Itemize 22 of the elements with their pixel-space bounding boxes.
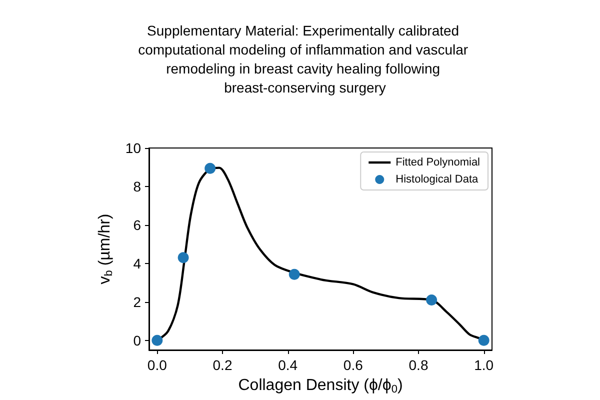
point xyxy=(288,268,300,280)
legend-label: Fitted Polynomial xyxy=(396,156,480,168)
x-tick-label: 0.8 xyxy=(408,357,428,373)
y-tick-label: 8 xyxy=(133,178,142,194)
point xyxy=(204,162,216,174)
y-tick-label: 4 xyxy=(133,255,142,272)
x-tick-label: 0.6 xyxy=(343,357,364,373)
point xyxy=(478,334,490,346)
y-tick-label: 2 xyxy=(133,294,142,310)
y-axis-title: vb (µm/hr) xyxy=(96,214,116,284)
x-tick-label: 0.2 xyxy=(212,357,232,373)
y-tick-label: 10 xyxy=(125,140,142,156)
point xyxy=(178,252,189,264)
point xyxy=(426,294,438,306)
y-tick-label: 0 xyxy=(133,332,142,348)
x-tick-label: 0.4 xyxy=(278,357,298,373)
chart-title: Supplementary Material: Experimentally calibrated computational modeling of inflammation and vascular remodeling in breast cavity healing following breast-conserving surgery xyxy=(138,22,472,96)
x-tick-label: 0.0 xyxy=(147,357,168,373)
x-tick-label: 1.0 xyxy=(474,357,494,373)
legend-label: Histological Data xyxy=(396,174,480,186)
point xyxy=(152,334,163,346)
y-tick-label: 6 xyxy=(133,216,142,233)
